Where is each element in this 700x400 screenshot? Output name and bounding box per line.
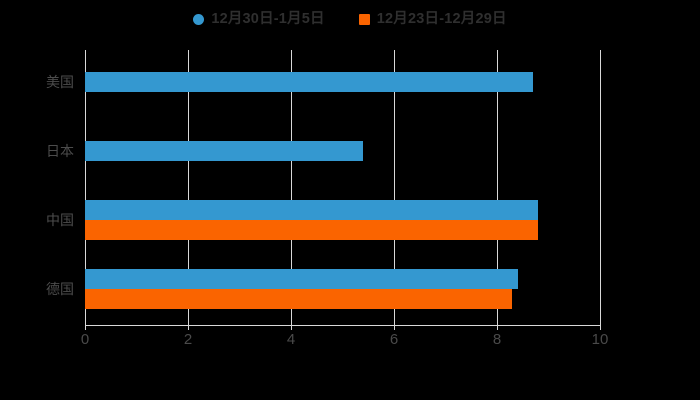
x-axis-tick-label: 0 bbox=[80, 331, 90, 348]
bar-series-b[interactable] bbox=[85, 288, 513, 309]
y-axis-category-label: 中国 bbox=[46, 211, 74, 228]
legend-label-series-b: 12月23日-12月29日 bbox=[376, 10, 507, 27]
gridline-x bbox=[394, 50, 395, 325]
x-axis-tick-mark bbox=[188, 325, 189, 330]
legend-item-series-b[interactable]: 12月23日-12月29日 bbox=[358, 10, 507, 27]
legend-dot-icon bbox=[193, 13, 205, 25]
bar-series-a[interactable] bbox=[85, 141, 364, 162]
x-axis-tick-mark bbox=[497, 325, 498, 330]
x-axis-tick-mark bbox=[85, 325, 86, 330]
x-axis-tick-label: 10 bbox=[591, 331, 609, 348]
gridline-x bbox=[85, 50, 86, 325]
gridline-x bbox=[291, 50, 292, 325]
bar-series-b[interactable] bbox=[85, 219, 539, 240]
y-axis-category-label: 美国 bbox=[46, 74, 74, 91]
x-axis-tick-label: 2 bbox=[183, 331, 193, 348]
x-axis-tick-mark bbox=[291, 325, 292, 330]
gridline-x bbox=[188, 50, 189, 325]
bar-series-a[interactable] bbox=[85, 72, 534, 93]
bar-series-a[interactable] bbox=[85, 268, 518, 289]
chart-legend: 12月30日-1月5日 12月23日-12月29日 bbox=[0, 6, 700, 32]
x-axis-tick-mark bbox=[600, 325, 601, 330]
legend-square-icon bbox=[358, 13, 370, 25]
legend-item-series-a[interactable]: 12月30日-1月5日 bbox=[193, 10, 325, 27]
y-axis-category-label: 德国 bbox=[46, 280, 74, 297]
x-axis-tick-mark bbox=[394, 325, 395, 330]
y-axis-category-labels: 美国 日本 中国 德国 bbox=[0, 0, 74, 400]
bar-series-a[interactable] bbox=[85, 199, 539, 220]
y-axis-category-label: 日本 bbox=[46, 143, 74, 160]
plot-area bbox=[85, 50, 601, 325]
x-axis-tick-label: 4 bbox=[286, 331, 296, 348]
gridline-x bbox=[600, 50, 601, 325]
gridline-x bbox=[497, 50, 498, 325]
legend-label-series-a: 12月30日-1月5日 bbox=[211, 10, 325, 27]
x-axis-tick-label: 8 bbox=[492, 331, 502, 348]
x-axis-line bbox=[85, 325, 601, 326]
x-axis-tick-label: 6 bbox=[389, 331, 399, 348]
